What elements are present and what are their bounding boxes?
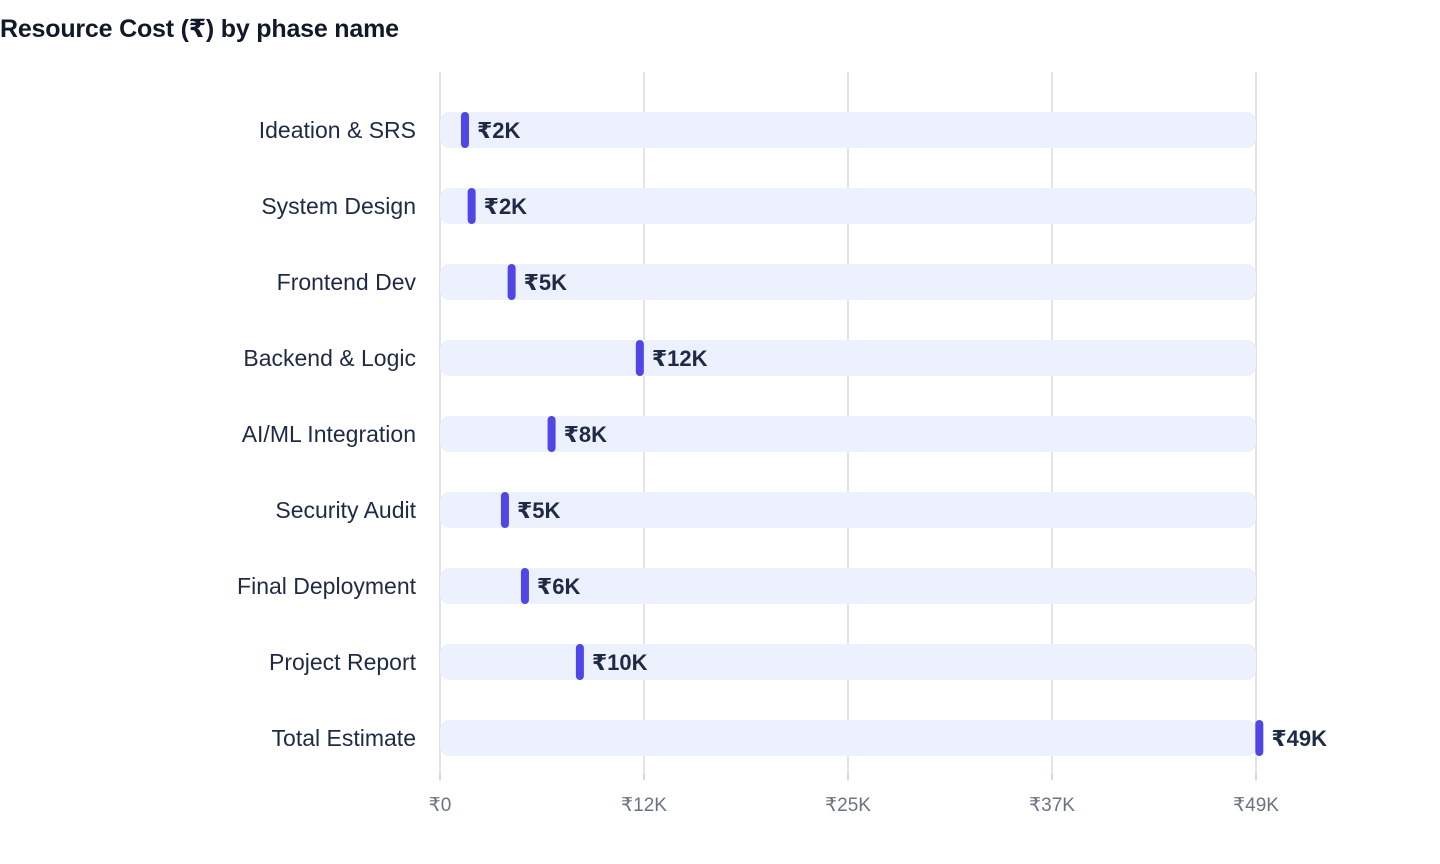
x-tick-label: ₹25K [825, 795, 871, 816]
category-label: Backend & Logic [243, 345, 416, 371]
bar-track [440, 188, 1256, 224]
value-label: ₹10K [592, 650, 648, 675]
chart-title: Resource Cost (₹) by phase name [0, 15, 399, 43]
category-label: Security Audit [275, 497, 416, 523]
x-axis: ₹0 ₹12K ₹25K ₹37K ₹49K [429, 774, 1279, 816]
x-tick-label: ₹49K [1233, 795, 1279, 816]
x-tick-label: ₹0 [429, 795, 452, 816]
value-label: ₹49K [1271, 726, 1327, 751]
bar-track [440, 720, 1256, 756]
bar-marker[interactable] [547, 416, 556, 452]
value-label: ₹2K [477, 118, 521, 143]
category-label: AI/ML Integration [242, 421, 416, 447]
bar-marker[interactable] [575, 644, 584, 680]
value-label: ₹5K [517, 498, 561, 523]
bar-marker[interactable] [520, 568, 529, 604]
value-labels: ₹2K ₹2K ₹5K ₹12K ₹8K ₹5K ₹6K ₹10K ₹49K [477, 118, 1327, 751]
bar-marker[interactable] [467, 188, 476, 224]
category-label: Project Report [269, 649, 417, 675]
bar-marker[interactable] [500, 492, 509, 528]
bar-track [440, 264, 1256, 300]
bar-track [440, 492, 1256, 528]
bar-track [440, 568, 1256, 604]
category-label: Frontend Dev [277, 269, 417, 295]
bar-track [440, 644, 1256, 680]
bar-track [440, 416, 1256, 452]
x-tick-label: ₹37K [1029, 795, 1075, 816]
bar-track [440, 112, 1256, 148]
bar-marker[interactable] [460, 112, 469, 148]
category-label: Total Estimate [272, 725, 416, 751]
category-labels: Ideation & SRS System Design Frontend Dev B… [237, 117, 417, 751]
bar-track [440, 340, 1256, 376]
value-label: ₹2K [484, 194, 528, 219]
category-label: Final Deployment [237, 573, 417, 599]
value-label: ₹6K [537, 574, 581, 599]
x-tick-label: ₹12K [621, 795, 667, 816]
marker-layer [460, 112, 1264, 756]
bar-marker[interactable] [635, 340, 644, 376]
value-label: ₹8K [564, 422, 608, 447]
bar-marker[interactable] [1255, 720, 1264, 756]
value-label: ₹5K [524, 270, 568, 295]
track-layer [440, 112, 1256, 756]
category-label: System Design [261, 193, 416, 219]
category-label: Ideation & SRS [259, 117, 416, 143]
bar-marker[interactable] [507, 264, 516, 300]
value-label: ₹12K [652, 346, 708, 371]
